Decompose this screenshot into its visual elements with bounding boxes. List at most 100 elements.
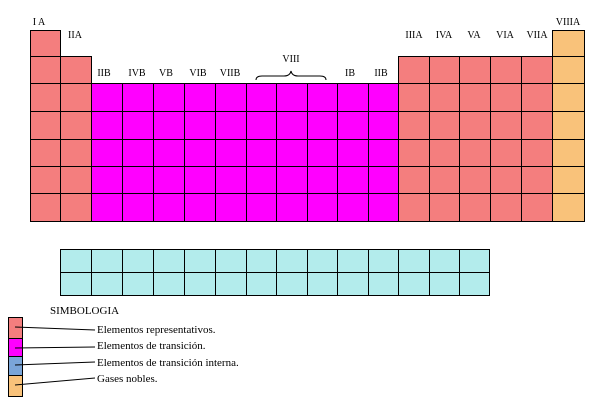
group-label-iia: IIA: [68, 30, 82, 41]
element-cell: [490, 193, 522, 222]
inner-transition-cell: [398, 249, 430, 273]
element-cell: [30, 83, 61, 112]
inner-transition-cell: [398, 272, 430, 296]
inner-transition-cell: [429, 249, 460, 273]
element-cell: [459, 166, 491, 194]
group-label-vb: VB: [159, 68, 173, 79]
element-cell: [184, 139, 216, 167]
legend-label-representative: Elementos representativos.: [97, 324, 216, 336]
element-cell: [552, 56, 585, 84]
element-cell: [122, 111, 154, 140]
element-cell: [215, 139, 247, 167]
element-cell: [459, 56, 491, 84]
element-cell: [153, 139, 185, 167]
element-cell: [276, 83, 308, 112]
element-cell: [30, 193, 61, 222]
element-cell: [552, 83, 585, 112]
legend-swatch-representative: [8, 317, 23, 339]
group-label-via: VIA: [496, 30, 514, 41]
inner-transition-cell: [122, 272, 154, 296]
inner-transition-cell: [246, 272, 277, 296]
element-cell: [30, 166, 61, 194]
element-cell: [122, 83, 154, 112]
element-cell: [459, 83, 491, 112]
element-cell: [490, 56, 522, 84]
group-label-ib: IB: [345, 68, 355, 79]
element-cell: [337, 111, 369, 140]
element-cell: [429, 166, 460, 194]
element-cell: [60, 83, 92, 112]
inner-transition-cell: [368, 249, 399, 273]
inner-transition-cell: [215, 249, 247, 273]
element-cell: [521, 166, 553, 194]
inner-transition-cell: [429, 272, 460, 296]
element-cell: [552, 166, 585, 194]
element-cell: [521, 139, 553, 167]
element-cell: [246, 111, 277, 140]
inner-transition-cell: [459, 249, 490, 273]
group-label-iiib: IIB: [97, 68, 111, 79]
element-cell: [122, 193, 154, 222]
element-cell: [398, 56, 430, 84]
element-cell: [398, 193, 430, 222]
inner-transition-cell: [122, 249, 154, 273]
element-cell: [184, 166, 216, 194]
element-cell: [153, 83, 185, 112]
element-cell: [459, 193, 491, 222]
group-label-viii: VIII: [282, 54, 300, 65]
element-cell: [337, 139, 369, 167]
inner-transition-cell: [459, 272, 490, 296]
element-cell: [30, 30, 61, 57]
inner-transition-cell: [276, 272, 308, 296]
element-cell: [122, 139, 154, 167]
group-label-ia: I A: [32, 17, 46, 28]
inner-transition-cell: [215, 272, 247, 296]
legend-label-noble: Gases nobles.: [97, 373, 158, 385]
element-cell: [552, 193, 585, 222]
group-label-iva: IVA: [435, 30, 453, 41]
element-cell: [429, 56, 460, 84]
element-cell: [368, 83, 399, 112]
element-cell: [91, 111, 123, 140]
element-cell: [521, 56, 553, 84]
group-label-ivb: IVB: [128, 68, 146, 79]
element-cell: [215, 111, 247, 140]
legend-swatch-transition: [8, 338, 23, 357]
inner-transition-cell: [307, 249, 338, 273]
element-cell: [184, 193, 216, 222]
element-cell: [368, 111, 399, 140]
inner-transition-cell: [307, 272, 338, 296]
element-cell: [153, 193, 185, 222]
inner-transition-cell: [276, 249, 308, 273]
inner-transition-cell: [337, 272, 369, 296]
element-cell: [276, 193, 308, 222]
element-cell: [398, 83, 430, 112]
element-cell: [60, 111, 92, 140]
element-cell: [459, 111, 491, 140]
group-label-iib: IIB: [374, 68, 388, 79]
group-label-viia: VIIA: [526, 30, 548, 41]
element-cell: [490, 111, 522, 140]
element-cell: [60, 166, 92, 194]
element-cell: [153, 166, 185, 194]
legend-swatch-noble: [8, 375, 23, 397]
inner-transition-cell: [337, 249, 369, 273]
element-cell: [276, 139, 308, 167]
element-cell: [429, 193, 460, 222]
element-cell: [368, 139, 399, 167]
inner-transition-cell: [184, 272, 216, 296]
element-cell: [337, 193, 369, 222]
element-cell: [153, 111, 185, 140]
element-cell: [246, 166, 277, 194]
element-cell: [521, 193, 553, 222]
element-cell: [337, 83, 369, 112]
element-cell: [429, 139, 460, 167]
legend-label-inner-transition: Elementos de transición interna.: [97, 357, 239, 369]
element-cell: [398, 139, 430, 167]
legend-title: SIMBOLOGIA: [50, 305, 120, 317]
element-cell: [215, 166, 247, 194]
element-cell: [184, 83, 216, 112]
element-cell: [490, 83, 522, 112]
element-cell: [276, 111, 308, 140]
